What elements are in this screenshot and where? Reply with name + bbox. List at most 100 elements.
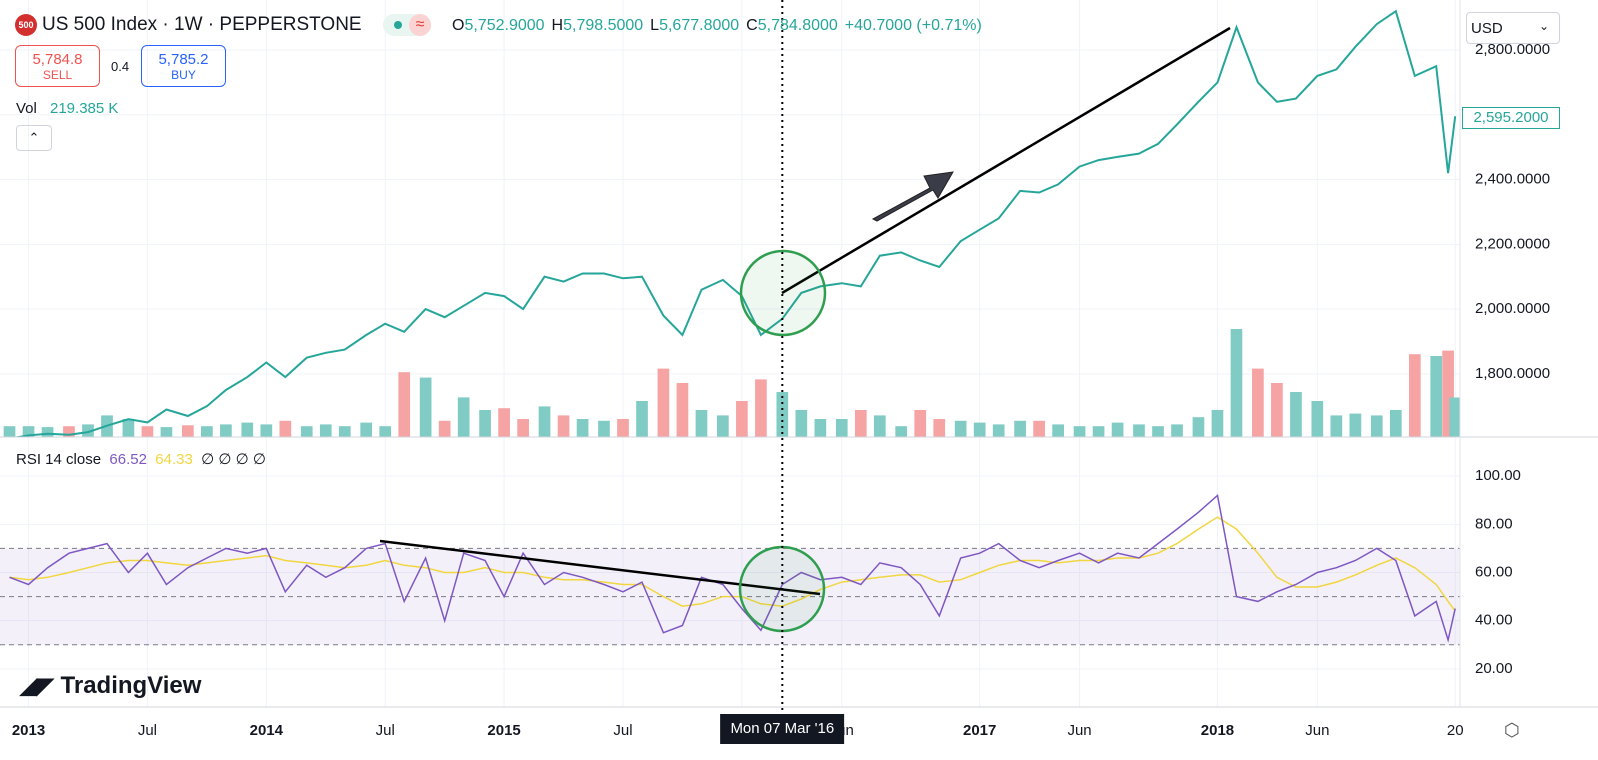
volume-bar: [557, 415, 570, 437]
x-tick-label: Jun: [1305, 722, 1329, 739]
symbol-title[interactable]: US 500 Index · 1W · PEPPERSTONE: [42, 14, 362, 35]
volume-bar: [1330, 415, 1343, 437]
status-pill: ≈: [383, 14, 431, 36]
y-tick-label: 80.00: [1475, 515, 1513, 532]
collapse-button[interactable]: ⌃: [16, 125, 52, 151]
y-tick-label: 2,800.0000: [1475, 41, 1550, 58]
volume-bar: [182, 425, 194, 437]
volume-bar: [1449, 397, 1460, 437]
volume-bar: [695, 410, 708, 437]
volume-bar: [1171, 424, 1183, 437]
volume-bar: [873, 415, 886, 437]
rsi-header: RSI 14 close 66.52 64.33 ∅ ∅ ∅ ∅: [16, 450, 266, 468]
y-tick-label: 100.00: [1475, 467, 1521, 484]
highlight-circle: [739, 249, 827, 337]
x-tick-label: 2018: [1201, 722, 1234, 739]
volume-bar: [438, 420, 451, 437]
volume-bar: [517, 419, 529, 437]
crosshair-label: Mon 07 Mar '16: [720, 714, 845, 744]
settings-icon[interactable]: ⬡: [1504, 720, 1520, 740]
y-tick-label: 1,800.0000: [1475, 365, 1550, 382]
currency-select[interactable]: USD ⌄: [1466, 12, 1560, 44]
x-tick-label: Jul: [138, 722, 157, 739]
change: +40.7000 (+0.71%): [844, 17, 982, 34]
volume-bar: [1014, 420, 1026, 437]
volume-value: 219.385 K: [50, 100, 119, 117]
volume-bar: [1211, 410, 1224, 437]
volume-bar: [319, 424, 332, 437]
ohlc-value: 5,784.8000: [757, 17, 838, 34]
volume-bar: [160, 427, 173, 437]
volume-bar: [854, 410, 867, 437]
y-tick-label: 40.00: [1475, 612, 1513, 629]
volume-bar: [1430, 356, 1443, 437]
volume-bar: [3, 426, 16, 437]
volume-bar: [676, 383, 689, 437]
volume-label: Vol: [16, 100, 37, 117]
volume-bar: [260, 424, 273, 437]
volume-bar: [419, 377, 432, 437]
sell-button[interactable]: 5,784.8 SELL: [15, 45, 100, 87]
volume-bar: [1311, 401, 1324, 437]
volume-bar: [717, 415, 729, 437]
volume-bar: [1252, 368, 1264, 437]
y-tick-label: 20.00: [1475, 660, 1513, 677]
volume-bar: [835, 419, 848, 437]
ohlc-value: 5,798.5000: [563, 17, 644, 34]
volume-bar: [1370, 415, 1383, 437]
volume-bar: [63, 426, 75, 437]
volume-bar: [657, 368, 670, 437]
ohlc-key: C: [746, 17, 758, 34]
rsi-title: RSI 14 close: [16, 451, 102, 468]
volume-bar: [973, 422, 986, 437]
x-tick-label: Jun: [1067, 722, 1091, 739]
volume-bar: [241, 422, 254, 437]
y-tick-label: 60.00: [1475, 563, 1513, 580]
sell-price: 5,784.8: [32, 51, 83, 68]
volume-bar: [300, 426, 313, 437]
volume-bar: [41, 427, 54, 437]
x-tick-label: 20: [1447, 722, 1464, 739]
y-tick-label: 2,400.0000: [1475, 171, 1550, 188]
logo: 500: [15, 14, 37, 36]
volume-bar: [1389, 410, 1402, 437]
y-tick-label: 2,000.0000: [1475, 300, 1550, 317]
buy-button[interactable]: 5,785.2 BUY: [141, 45, 226, 87]
volume-bar: [479, 410, 491, 437]
currency: USD: [1471, 20, 1503, 37]
volume-bar: [617, 419, 629, 437]
x-tick-label: 2015: [487, 722, 520, 739]
ohlc-key: O: [452, 17, 465, 34]
buy-price: 5,785.2: [158, 51, 209, 68]
volume-bar: [1052, 424, 1064, 437]
volume-bar: [736, 401, 748, 437]
volume-bar: [1230, 329, 1243, 437]
volume-bar: [1111, 422, 1124, 437]
ohlc: O5,752.9000 H5,798.5000 L5,677.8000 C5,784.…: [452, 17, 982, 35]
volume-bar: [795, 410, 808, 437]
volume-bar: [457, 397, 470, 437]
volume-bar: [576, 419, 589, 437]
arrow: [871, 171, 954, 222]
x-tick-label: Jul: [376, 722, 395, 739]
volume-bar: [933, 419, 946, 437]
volume-bar: [1442, 350, 1454, 437]
ohlc-value: 5,677.8000: [659, 17, 740, 34]
volume-bar: [1192, 417, 1205, 437]
volume-bar: [122, 419, 135, 437]
x-tick-label: 2014: [250, 722, 284, 739]
volume-bar: [141, 426, 154, 437]
rsi-value: 66.52: [109, 451, 147, 468]
x-tick-label: 2017: [963, 722, 996, 739]
volume-bar: [279, 420, 292, 437]
y-tick-label: 2,200.0000: [1475, 235, 1550, 252]
volume-bar: [1349, 413, 1362, 437]
ohlc-key: L: [650, 17, 660, 34]
volume-bar: [755, 379, 767, 437]
rsi-extra: ∅ ∅ ∅ ∅: [201, 451, 266, 468]
volume-bar: [1271, 383, 1283, 437]
sell-label: SELL: [42, 68, 73, 82]
volume-bar: [636, 401, 648, 437]
volume-bar: [1033, 420, 1045, 437]
